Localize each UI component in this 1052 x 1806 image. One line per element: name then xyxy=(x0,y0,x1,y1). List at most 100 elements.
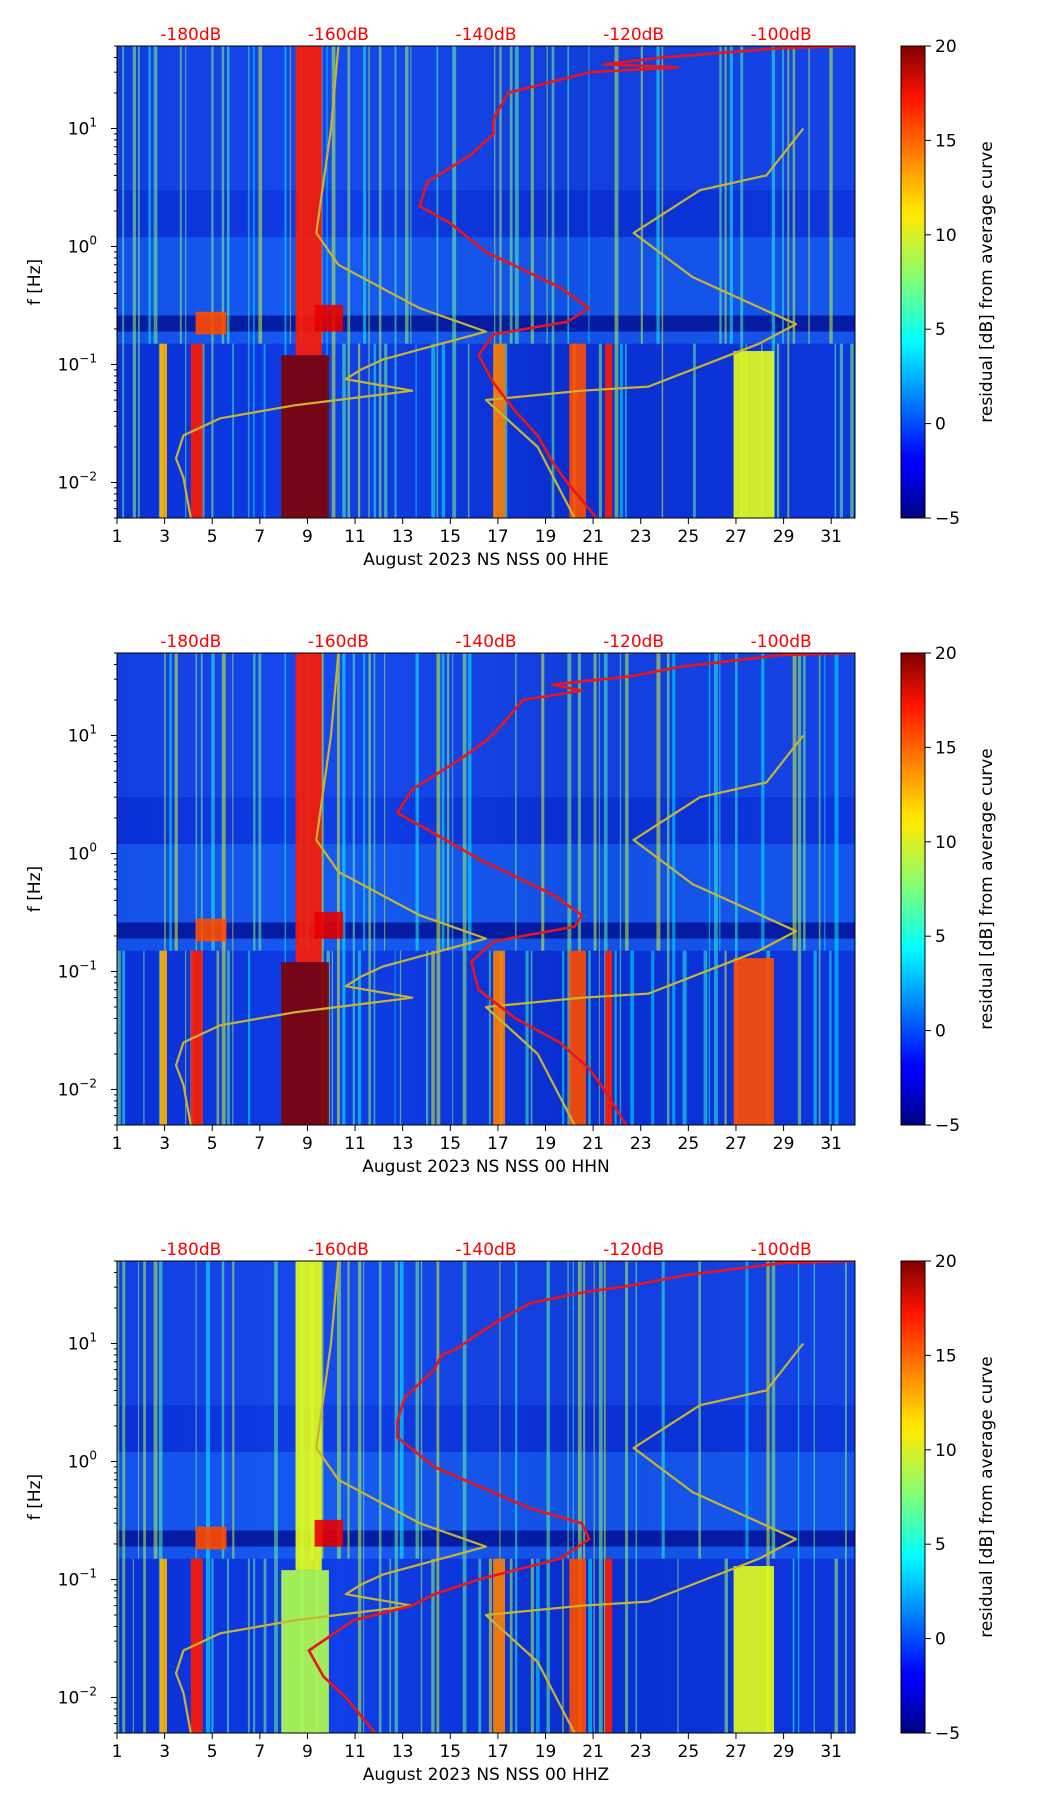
event-1 xyxy=(195,311,227,335)
colorbar-tick-label: 5 xyxy=(935,1535,946,1555)
microseism-trough xyxy=(117,1530,855,1547)
event-7 xyxy=(569,1558,586,1733)
x-tick-label: 11 xyxy=(344,527,366,547)
streak xyxy=(347,1261,350,1559)
y-tick-label: 101 xyxy=(68,722,97,746)
event-3 xyxy=(295,653,322,963)
streak xyxy=(122,1261,126,1733)
streak xyxy=(551,46,555,518)
streak xyxy=(635,1261,638,1733)
streak xyxy=(342,653,346,1125)
streak xyxy=(431,343,436,518)
streak xyxy=(452,46,457,518)
streak xyxy=(284,46,287,518)
streak xyxy=(494,46,496,518)
streak xyxy=(546,1261,550,1733)
streak xyxy=(625,343,627,518)
streak xyxy=(509,1558,513,1733)
colorbar-tick-label: 10 xyxy=(935,226,957,246)
colorbar xyxy=(900,1260,926,1734)
streak xyxy=(530,1558,534,1733)
streak xyxy=(232,1261,235,1559)
streak xyxy=(515,653,517,951)
x-tick-label: 5 xyxy=(207,1134,218,1154)
streak xyxy=(174,653,178,951)
streak xyxy=(792,653,797,951)
streak xyxy=(729,46,733,344)
x-tick-label: 15 xyxy=(439,1134,461,1154)
event-4 xyxy=(314,911,344,939)
streak xyxy=(216,950,220,1125)
streak xyxy=(719,653,721,951)
streak xyxy=(677,1558,679,1733)
streak xyxy=(158,1261,163,1733)
streak xyxy=(441,343,446,518)
streak xyxy=(808,46,810,344)
event-9 xyxy=(605,950,613,1125)
streak xyxy=(211,46,214,518)
streak xyxy=(357,950,361,1125)
streak xyxy=(247,46,250,518)
event-10 xyxy=(159,1558,167,1733)
colorbar-label: residual [dB] from average curve xyxy=(977,748,997,1029)
streak xyxy=(813,950,817,1125)
x-tick-label: 13 xyxy=(392,527,414,547)
x-tick-label: 15 xyxy=(439,527,461,547)
streak xyxy=(567,1261,569,1559)
noise-model-reference-2-line xyxy=(484,734,805,1125)
streak xyxy=(719,46,722,344)
streak xyxy=(614,950,617,1125)
x-tick-label: 19 xyxy=(535,527,557,547)
streak xyxy=(247,950,251,1125)
streak xyxy=(818,653,821,1125)
event-7 xyxy=(569,343,586,518)
event-10 xyxy=(159,343,167,518)
streak xyxy=(488,1558,492,1733)
streak xyxy=(593,1261,595,1733)
streak xyxy=(206,1261,211,1733)
streak xyxy=(137,46,140,518)
high-frequency-band xyxy=(117,653,855,798)
streak xyxy=(488,950,491,1125)
event-6 xyxy=(190,343,203,518)
streak xyxy=(834,343,837,518)
streak xyxy=(185,46,187,518)
streak xyxy=(745,1261,749,1559)
x-tick-label: 21 xyxy=(582,1134,604,1154)
spectrogram xyxy=(117,653,855,1125)
colorbar-tick-label: 15 xyxy=(935,738,957,758)
streak xyxy=(221,653,226,1125)
streak xyxy=(499,1261,501,1559)
streak xyxy=(410,46,412,344)
top-axis-label: -120dB xyxy=(603,25,664,45)
streak xyxy=(792,46,796,344)
streak xyxy=(253,653,256,951)
streak xyxy=(598,653,600,1125)
streak xyxy=(708,653,711,1125)
y-tick-label: 101 xyxy=(68,1330,97,1354)
event-2 xyxy=(281,1570,329,1733)
event-3 xyxy=(295,1261,322,1571)
event-6 xyxy=(190,950,203,1125)
noise-model-reference-line xyxy=(174,1261,488,1733)
x-tick-label: 31 xyxy=(820,527,842,547)
colorbar xyxy=(900,45,926,519)
event-6 xyxy=(190,1558,203,1733)
streak xyxy=(195,1261,197,1559)
streak xyxy=(672,653,676,1125)
streak xyxy=(593,653,597,951)
x-tick-label: 23 xyxy=(630,1742,652,1762)
event-5 xyxy=(733,1566,775,1733)
x-axis-label: August 2023 NS NSS 00 HHN xyxy=(362,1157,610,1177)
streak xyxy=(389,1558,392,1733)
streak xyxy=(771,46,776,518)
top-axis-label: -100dB xyxy=(751,25,812,45)
streak xyxy=(792,1558,795,1733)
x-axis-label: August 2023 NS NSS 00 HHE xyxy=(363,550,609,570)
streak xyxy=(546,46,548,344)
streak xyxy=(253,46,255,518)
streak xyxy=(117,1261,120,1733)
y-tick-label: 10−2 xyxy=(58,469,97,493)
streak xyxy=(766,1261,770,1733)
